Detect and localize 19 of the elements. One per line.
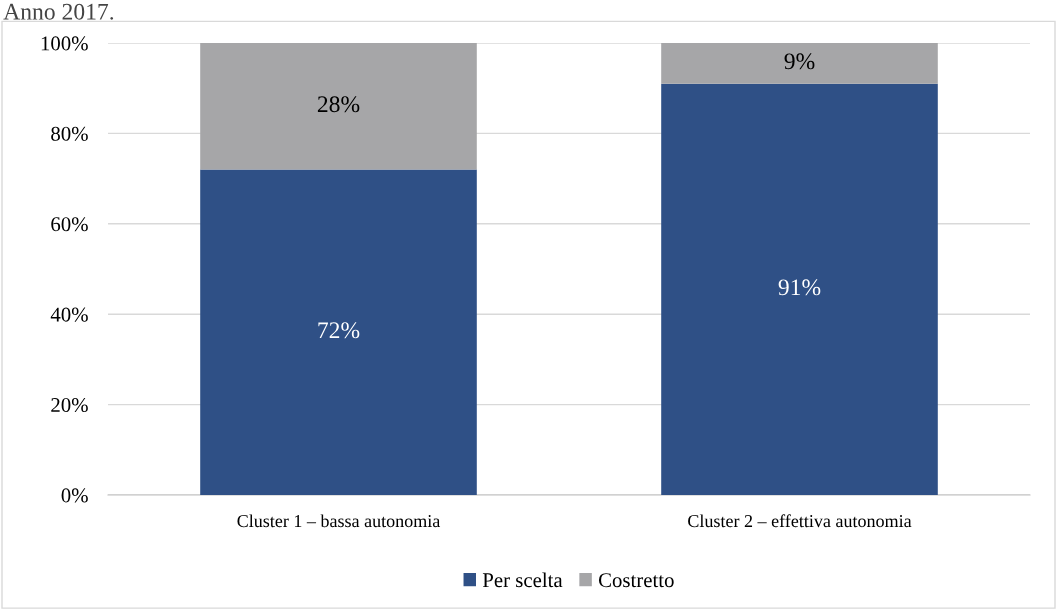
y-tick-label: 60% [51,217,88,232]
data-label: 9% [784,53,815,70]
y-tick-label: 80% [51,126,88,141]
bar [200,43,477,170]
y-tick-label: 0% [61,488,88,503]
data-label: 72% [318,322,360,339]
legend-label: Per scelta [482,572,563,588]
x-tick-label: Cluster 1 – bassa autonomia [237,514,441,528]
x-tick-label: Cluster 2 – effettiva autonomia [688,514,912,528]
y-tick-label: 100% [41,36,88,51]
bar [661,83,938,495]
data-label: 91% [778,279,821,296]
bar [661,43,938,84]
y-tick-label: 40% [50,307,88,322]
data-label: 28% [317,96,360,113]
bar [200,169,477,495]
y-tick-label: 20% [51,397,88,413]
chart-title: Anno 2017. [3,3,114,20]
legend-label: Costretto [598,573,674,588]
